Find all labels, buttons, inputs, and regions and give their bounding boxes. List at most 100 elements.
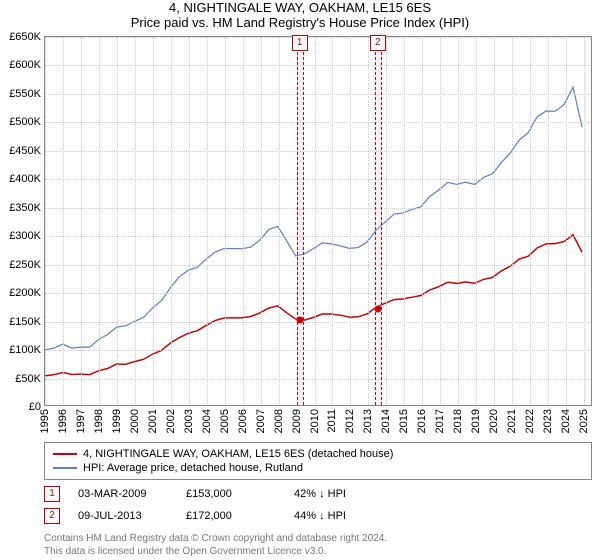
x-tick-label: 1995 — [39, 409, 51, 433]
y-tick-label: £650K — [9, 31, 41, 43]
gridline-v — [548, 37, 549, 405]
sale-marker-dot — [374, 306, 381, 313]
x-tick-label: 2008 — [273, 409, 285, 433]
sale-date: 03-MAR-2009 — [78, 488, 168, 500]
y-tick-label: £550K — [9, 88, 41, 100]
gridline-v — [530, 37, 531, 405]
gridline-v — [440, 37, 441, 405]
x-tick-label: 2020 — [488, 409, 500, 433]
legend-swatch — [53, 467, 77, 469]
sales-table: 103-MAR-2009£153,00042% ↓ HPI209-JUL-201… — [0, 486, 600, 524]
gridline-v — [225, 37, 226, 405]
sale-price: £153,000 — [186, 488, 276, 500]
y-tick-label: £500K — [9, 116, 41, 128]
legend-item: 4, NIGHTINGALE WAY, OAKHAM, LE15 6ES (de… — [53, 447, 583, 461]
x-tick-label: 2007 — [255, 409, 267, 433]
x-tick-label: 2002 — [165, 409, 177, 433]
gridline-v — [368, 37, 369, 405]
gridline-h — [45, 122, 591, 123]
gridline-v — [315, 37, 316, 405]
gridline-v — [81, 37, 82, 405]
footer-line: Contains HM Land Registry data © Crown c… — [44, 532, 592, 545]
gridline-v — [171, 37, 172, 405]
gridline-v — [243, 37, 244, 405]
sale-rel: 44% ↓ HPI — [294, 510, 384, 522]
gridline-h — [45, 265, 591, 266]
gridline-v — [207, 37, 208, 405]
y-tick-label: £150K — [9, 316, 41, 328]
legend-label: HPI: Average price, detached house, Rutl… — [83, 462, 303, 474]
x-tick-label: 2005 — [219, 409, 231, 433]
legend-label: 4, NIGHTINGALE WAY, OAKHAM, LE15 6ES (de… — [83, 448, 393, 460]
sale-marker-badge: 1 — [292, 35, 308, 51]
sale-price: £172,000 — [186, 510, 276, 522]
y-tick-label: £350K — [9, 202, 41, 214]
gridline-v — [350, 37, 351, 405]
gridline-v — [279, 37, 280, 405]
gridline-v — [135, 37, 136, 405]
gridline-v — [332, 37, 333, 405]
chart-container: 4, NIGHTINGALE WAY, OAKHAM, LE15 6ES Pri… — [0, 0, 600, 558]
y-tick-label: £400K — [9, 173, 41, 185]
x-tick-label: 2021 — [506, 409, 518, 433]
x-tick-label: 2025 — [578, 409, 590, 433]
x-tick-label: 2006 — [237, 409, 249, 433]
gridline-h — [45, 208, 591, 209]
gridline-v — [261, 37, 262, 405]
gridline-v — [584, 37, 585, 405]
x-tick-label: 2011 — [326, 409, 338, 433]
footer-line: This data is licensed under the Open Gov… — [44, 545, 592, 558]
sale-marker-dot — [296, 316, 303, 323]
x-tick-label: 2004 — [201, 409, 213, 433]
chart-title-line2: Price paid vs. HM Land Registry's House … — [0, 15, 600, 30]
gridline-v — [512, 37, 513, 405]
sale-row: 209-JUL-2013£172,00044% ↓ HPI — [44, 508, 592, 524]
sale-date: 09-JUL-2013 — [78, 510, 168, 522]
legend-item: HPI: Average price, detached house, Rutl… — [53, 461, 583, 475]
gridline-v — [476, 37, 477, 405]
legend: 4, NIGHTINGALE WAY, OAKHAM, LE15 6ES (de… — [44, 442, 592, 480]
gridline-v — [99, 37, 100, 405]
y-tick-label: £250K — [9, 259, 41, 271]
gridline-v — [189, 37, 190, 405]
x-tick-label: 2003 — [183, 409, 195, 433]
sale-badge: 1 — [44, 486, 60, 502]
y-tick-label: £100K — [9, 344, 41, 356]
x-tick-label: 2013 — [362, 409, 374, 433]
x-tick-label: 2017 — [434, 409, 446, 433]
gridline-v — [458, 37, 459, 405]
y-tick-label: £200K — [9, 287, 41, 299]
sale-rel: 42% ↓ HPI — [294, 488, 384, 500]
y-tick-label: £50K — [15, 373, 41, 385]
gridline-h — [45, 236, 591, 237]
gridline-h — [45, 65, 591, 66]
x-tick-label: 2023 — [542, 409, 554, 433]
gridline-v — [153, 37, 154, 405]
gridline-h — [45, 293, 591, 294]
chart-title-line1: 4, NIGHTINGALE WAY, OAKHAM, LE15 6ES — [0, 0, 600, 15]
y-tick-label: £450K — [9, 145, 41, 157]
gridline-v — [422, 37, 423, 405]
x-tick-label: 1999 — [111, 409, 123, 433]
sale-marker-band — [375, 37, 382, 405]
gridline-h — [45, 322, 591, 323]
x-tick-label: 2016 — [416, 409, 428, 433]
gridline-h — [45, 151, 591, 152]
legend-swatch — [53, 453, 77, 455]
x-tick-label: 2009 — [291, 409, 303, 433]
gridline-v — [45, 37, 46, 405]
x-tick-label: 2014 — [380, 409, 392, 433]
plot-area: £0£50K£100K£150K£200K£250K£300K£350K£400… — [44, 36, 592, 406]
y-tick-label: £300K — [9, 230, 41, 242]
gridline-h — [45, 179, 591, 180]
gridline-h — [45, 350, 591, 351]
x-tick-label: 2001 — [147, 409, 159, 433]
sale-marker-badge: 2 — [370, 35, 386, 51]
x-tick-label: 2012 — [344, 409, 356, 433]
gridline-v — [404, 37, 405, 405]
gridline-h — [45, 94, 591, 95]
gridline-v — [494, 37, 495, 405]
footer: Contains HM Land Registry data © Crown c… — [44, 532, 592, 558]
x-tick-label: 2010 — [309, 409, 321, 433]
x-tick-label: 2019 — [470, 409, 482, 433]
